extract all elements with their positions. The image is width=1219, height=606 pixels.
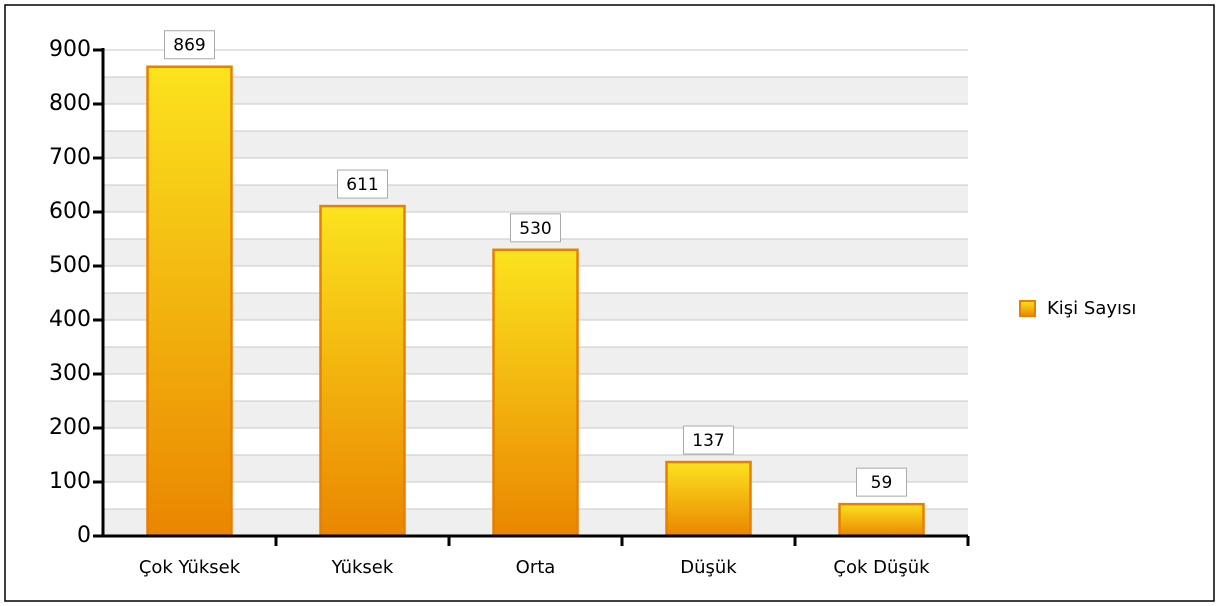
y-tick-label: 700 [49,145,91,170]
y-tick-label: 500 [49,253,91,278]
x-tick-label: Orta [516,557,556,578]
y-tick-label: 0 [77,523,91,548]
legend-swatch [1019,300,1036,317]
bar [492,248,579,538]
y-tick-label: 400 [49,307,91,332]
value-label: 59 [871,473,893,493]
x-tick-label: Çok Yüksek [139,557,241,578]
bar [665,460,752,538]
x-tick-label: Düşük [680,557,737,578]
x-tick-label: Çok Düşük [833,557,930,578]
value-label-box [337,169,388,199]
value-label-box [510,213,561,243]
y-tick-label: 200 [49,415,91,440]
value-label-box [683,425,734,455]
bar [838,502,925,538]
y-tick-label: 600 [49,199,91,224]
bar [146,65,233,538]
x-tick-label: Yüksek [331,557,394,578]
value-label: 137 [692,431,724,451]
y-tick-label: 100 [49,469,91,494]
grid-band [103,185,968,212]
y-tick-label: 800 [49,91,91,116]
value-label: 530 [519,219,551,239]
bar [319,204,406,538]
value-label: 869 [173,36,205,56]
value-label: 611 [346,175,378,195]
grid-band [103,131,968,158]
y-tick-label: 300 [49,361,91,386]
y-tick-label: 900 [49,37,91,62]
value-label-box [856,467,907,497]
value-label-box [164,30,215,60]
legend-label: Kişi Sayısı [1047,298,1136,319]
grid-band [103,77,968,104]
